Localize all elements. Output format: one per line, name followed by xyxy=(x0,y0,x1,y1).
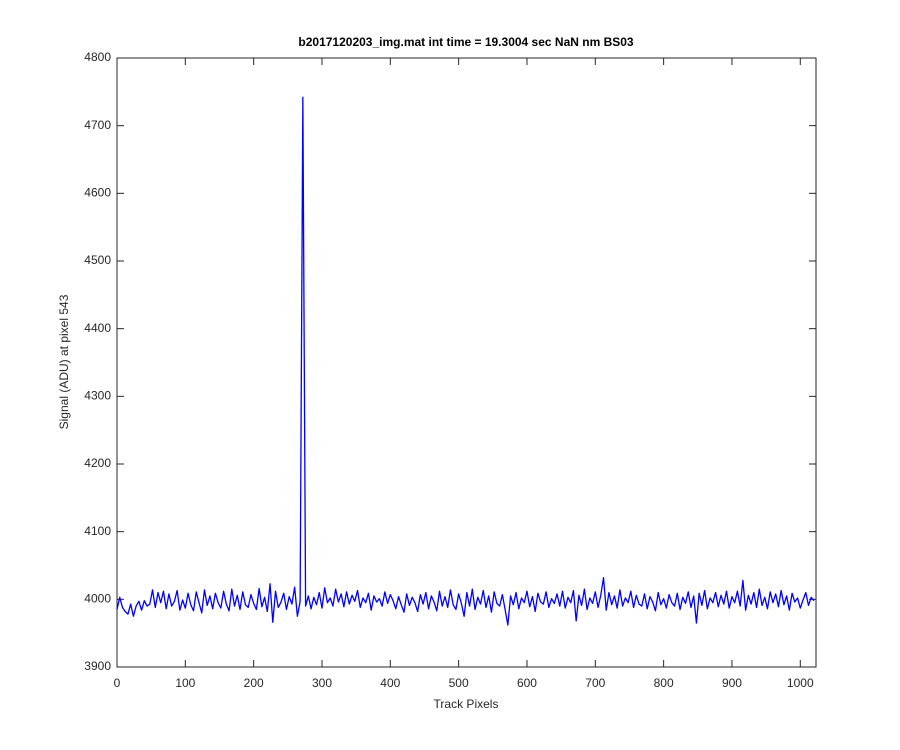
x-tick-label: 700 xyxy=(585,676,605,690)
y-tick-label: 4800 xyxy=(84,50,111,64)
x-tick-label: 600 xyxy=(517,676,537,690)
y-tick-label: 4600 xyxy=(84,186,111,200)
x-tick-label: 0 xyxy=(114,676,121,690)
x-tick-label: 400 xyxy=(380,676,400,690)
y-tick-label: 4700 xyxy=(84,118,111,132)
x-axis-label: Track Pixels xyxy=(434,697,499,711)
plot-box xyxy=(116,57,817,668)
y-tick-label: 4400 xyxy=(84,321,111,335)
x-tick-label: 100 xyxy=(175,676,195,690)
x-tick-label: 200 xyxy=(244,676,264,690)
y-tick-label: 4200 xyxy=(84,456,111,470)
y-tick-label: 4500 xyxy=(84,253,111,267)
x-tick-label: 800 xyxy=(654,676,674,690)
y-tick-label: 3900 xyxy=(84,659,111,673)
x-tick-label: 900 xyxy=(722,676,742,690)
y-axis-label: Signal (ADU) at pixel 543 xyxy=(57,294,71,429)
data-line xyxy=(116,96,815,626)
y-tick-label: 4300 xyxy=(84,389,111,403)
chart-title: b2017120203_img.mat int time = 19.3004 s… xyxy=(298,35,634,49)
y-tick-label: 4100 xyxy=(84,524,111,538)
x-tick-label: 1000 xyxy=(787,676,814,690)
x-tick-label: 300 xyxy=(312,676,332,690)
y-tick-label: 4000 xyxy=(84,592,111,606)
x-tick-label: 500 xyxy=(449,676,469,690)
